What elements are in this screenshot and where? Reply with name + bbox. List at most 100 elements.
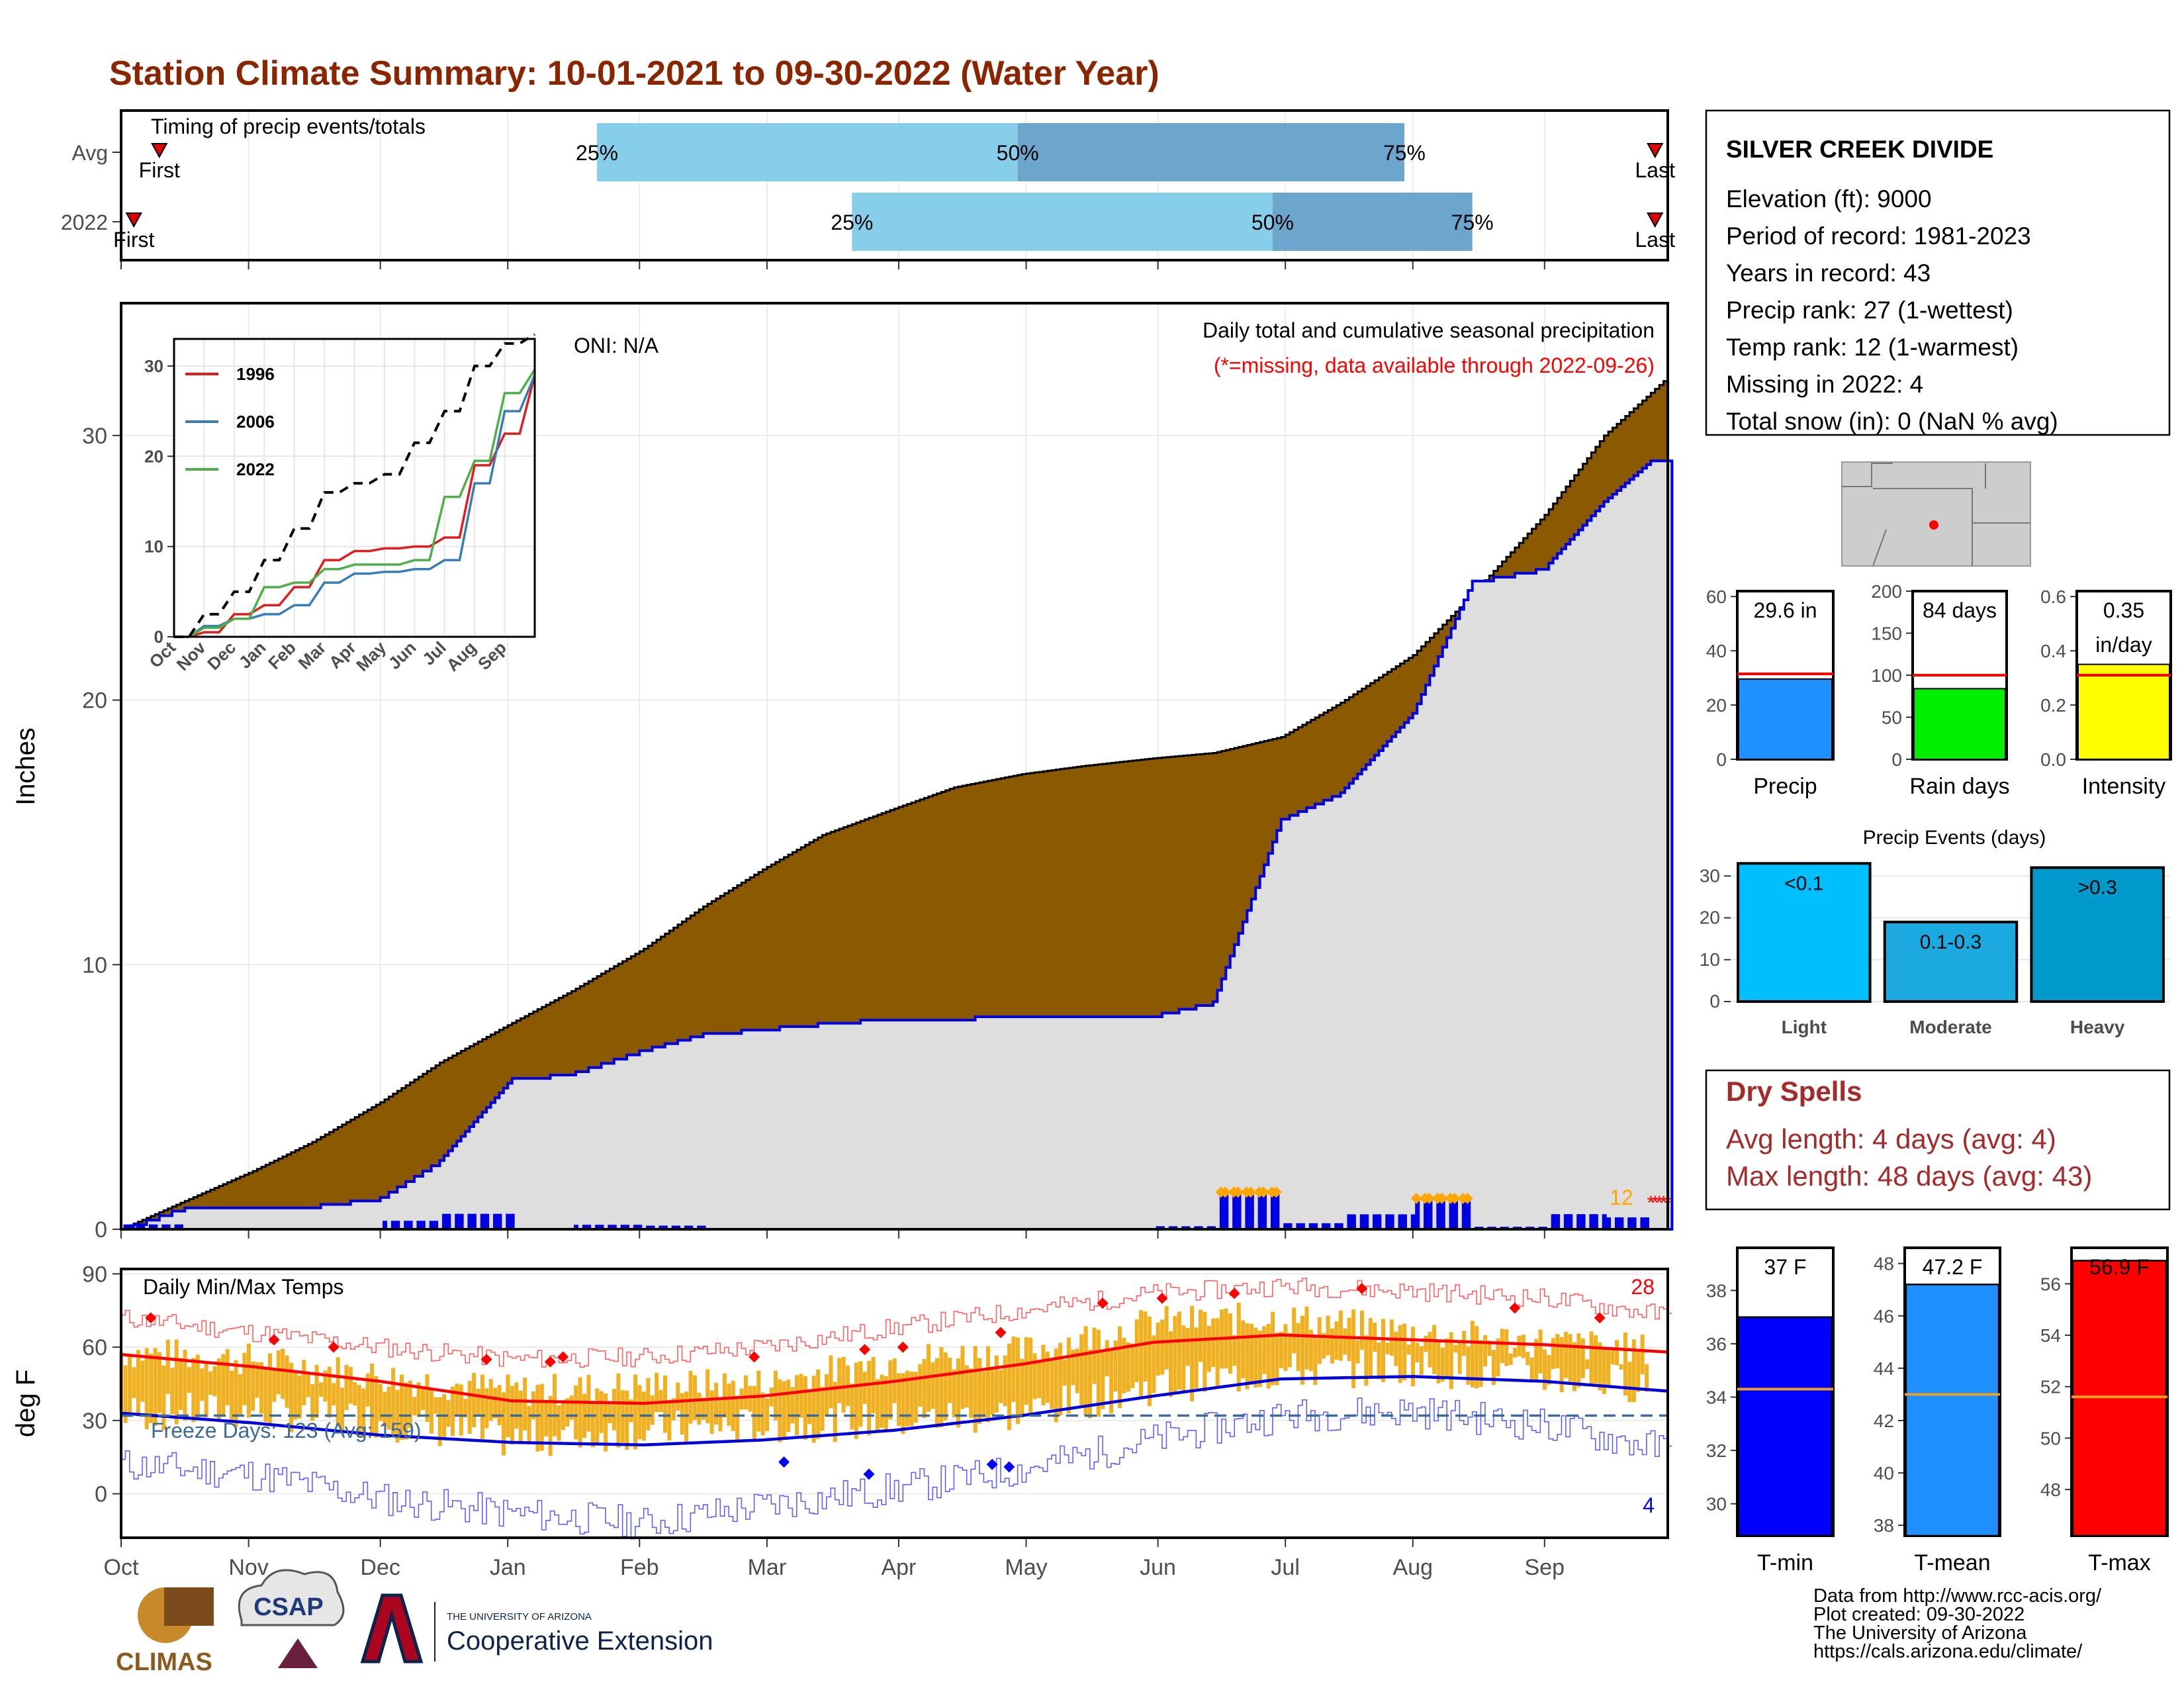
record-low-count: 4: [1643, 1493, 1655, 1517]
daily-temp-bar: [1045, 1351, 1050, 1403]
temps-ytick-label: 90: [82, 1262, 107, 1287]
daily-temp-bar: [1338, 1310, 1343, 1361]
daily-temp-bar: [1623, 1332, 1627, 1396]
average-max-line: [120, 1333, 1668, 1405]
daily-temp-bar: [697, 1393, 702, 1425]
record-min-line: [121, 1397, 1672, 1540]
daily-temp-bar: [225, 1349, 230, 1405]
credit-line: The University of Arizona: [1813, 1622, 2027, 1644]
daily-temp-bar: [336, 1357, 340, 1427]
daily-precip-bar: [161, 1224, 167, 1229]
temp-summary-ytick-label: 42: [1874, 1411, 1894, 1431]
station-name: SILVER CREEK DIVIDE: [1726, 136, 1993, 163]
daily-temp-bar: [1410, 1327, 1415, 1386]
daily-temp-bar: [1355, 1340, 1360, 1364]
events-bar-label: >0.3: [2078, 877, 2117, 899]
temp-summary-ytick-label: 40: [1874, 1463, 1894, 1483]
daily-precip-bar: [1160, 1226, 1165, 1229]
daily-temp-bar: [230, 1370, 234, 1422]
daily-temp-bar: [369, 1363, 374, 1434]
daily-temp-bar: [306, 1374, 310, 1397]
daily-temp-bar: [539, 1383, 544, 1451]
daily-precip-bar: [1308, 1223, 1314, 1229]
station-info-box: SILVER CREEK DIVIDE Elevation (ft): 9000 P…: [1705, 109, 2171, 436]
daily-temp-bar: [1470, 1321, 1475, 1387]
daily-precip-bar: [662, 1225, 668, 1229]
daily-temp-bar: [1215, 1318, 1220, 1387]
daily-temp-bar: [1198, 1309, 1203, 1362]
daily-temp-bar: [1402, 1323, 1407, 1381]
month-label: Jan: [490, 1555, 526, 1580]
daily-temp-bar: [391, 1368, 396, 1437]
inset-ytick-label: 30: [144, 356, 163, 376]
events-bar: [2030, 866, 2165, 1004]
daily-temp-bar: [484, 1388, 489, 1429]
intensity: 0.0 0.2 0.4 0.6 0.35 in/day Intensity: [2040, 586, 2172, 799]
daily-temp-bar: [616, 1373, 621, 1448]
daily-temp-bar: [132, 1367, 136, 1399]
record-low-marker: [778, 1456, 790, 1468]
daily-temp-bar: [956, 1358, 961, 1428]
daily-temp-bar: [629, 1399, 633, 1423]
daily-temp-bar: [1415, 1342, 1420, 1363]
extreme-precip-marker: [1423, 1192, 1435, 1204]
record-high-count: 28: [1631, 1275, 1655, 1299]
timing-label-75: 75%: [1383, 141, 1426, 165]
daily-temp-bar: [655, 1372, 659, 1413]
daily-temp-bar: [1211, 1318, 1216, 1368]
daily-precip-bar: [1249, 1192, 1254, 1229]
daily-precip-bar: [1576, 1214, 1582, 1229]
events-ytick-label: 20: [1700, 908, 1720, 928]
daily-temp-bar: [1266, 1323, 1271, 1389]
daily-temp-bar: [1640, 1335, 1645, 1374]
daily-precip-bar: [1262, 1192, 1267, 1229]
daily-temp-bar: [1083, 1326, 1088, 1417]
precip-frame: [120, 302, 1669, 1231]
daily-temp-bar: [293, 1371, 298, 1420]
temp-summary-ytick-label: 30: [1706, 1494, 1727, 1515]
daily-temp-bar: [200, 1368, 205, 1401]
daily-temp-bar: [1559, 1336, 1564, 1393]
daily-temp-bar: [952, 1369, 956, 1417]
daily-precip-bar: [420, 1221, 426, 1229]
daily-temp-bar: [701, 1397, 705, 1420]
daily-temp-bar: [884, 1376, 888, 1430]
daily-temp-bar: [1368, 1318, 1373, 1378]
dry-spells-line: Max length: 48 days (avg: 43): [1726, 1160, 2092, 1192]
daily-temp-bar: [1066, 1337, 1071, 1414]
daily-precip-bar: [455, 1213, 460, 1229]
daily-precip-bar: [1614, 1217, 1619, 1229]
daily-temp-bar: [1364, 1335, 1369, 1386]
daily-temp-bar: [1156, 1322, 1160, 1376]
daily-temp-bar: [876, 1379, 880, 1431]
timing-label-50: 50%: [997, 141, 1039, 165]
intensity-ytick-label: 0.4: [2040, 641, 2066, 661]
daily-temp-bar: [1092, 1327, 1097, 1384]
daily-precip-bar: [1602, 1214, 1607, 1229]
daily-temp-bar: [1164, 1306, 1169, 1370]
temps-ytick-label: 0: [95, 1482, 107, 1507]
daily-temp-bar: [833, 1382, 837, 1442]
average-min-line: [120, 1375, 1668, 1447]
daily-temp-bar: [1585, 1359, 1590, 1370]
daily-temp-bar: [191, 1358, 196, 1423]
daily-temp-bar: [1513, 1347, 1518, 1358]
month-label: Nov: [228, 1555, 268, 1580]
extreme-precip-marker: [1449, 1192, 1461, 1204]
daily-precip-bar: [586, 1225, 592, 1229]
daily-temp-bar: [1615, 1340, 1619, 1366]
daily-temp-bar: [1576, 1333, 1581, 1387]
daily-temp-bar: [922, 1359, 927, 1419]
daily-temp-bar: [990, 1370, 995, 1415]
daily-precip-bar: [1236, 1192, 1242, 1229]
daily-precip-bar: [1359, 1214, 1365, 1229]
daily-temp-bar: [446, 1400, 451, 1427]
daily-temp-bar: [327, 1366, 332, 1418]
inset-series-line: [174, 369, 536, 638]
temp-summary-category: T-mean: [1914, 1550, 1990, 1575]
map-border: [1872, 463, 2030, 567]
daily-precip-bar: [383, 1221, 388, 1229]
rain-days-ytick-label: 200: [1871, 581, 1902, 602]
daily-precip-bar: [1156, 1226, 1161, 1229]
